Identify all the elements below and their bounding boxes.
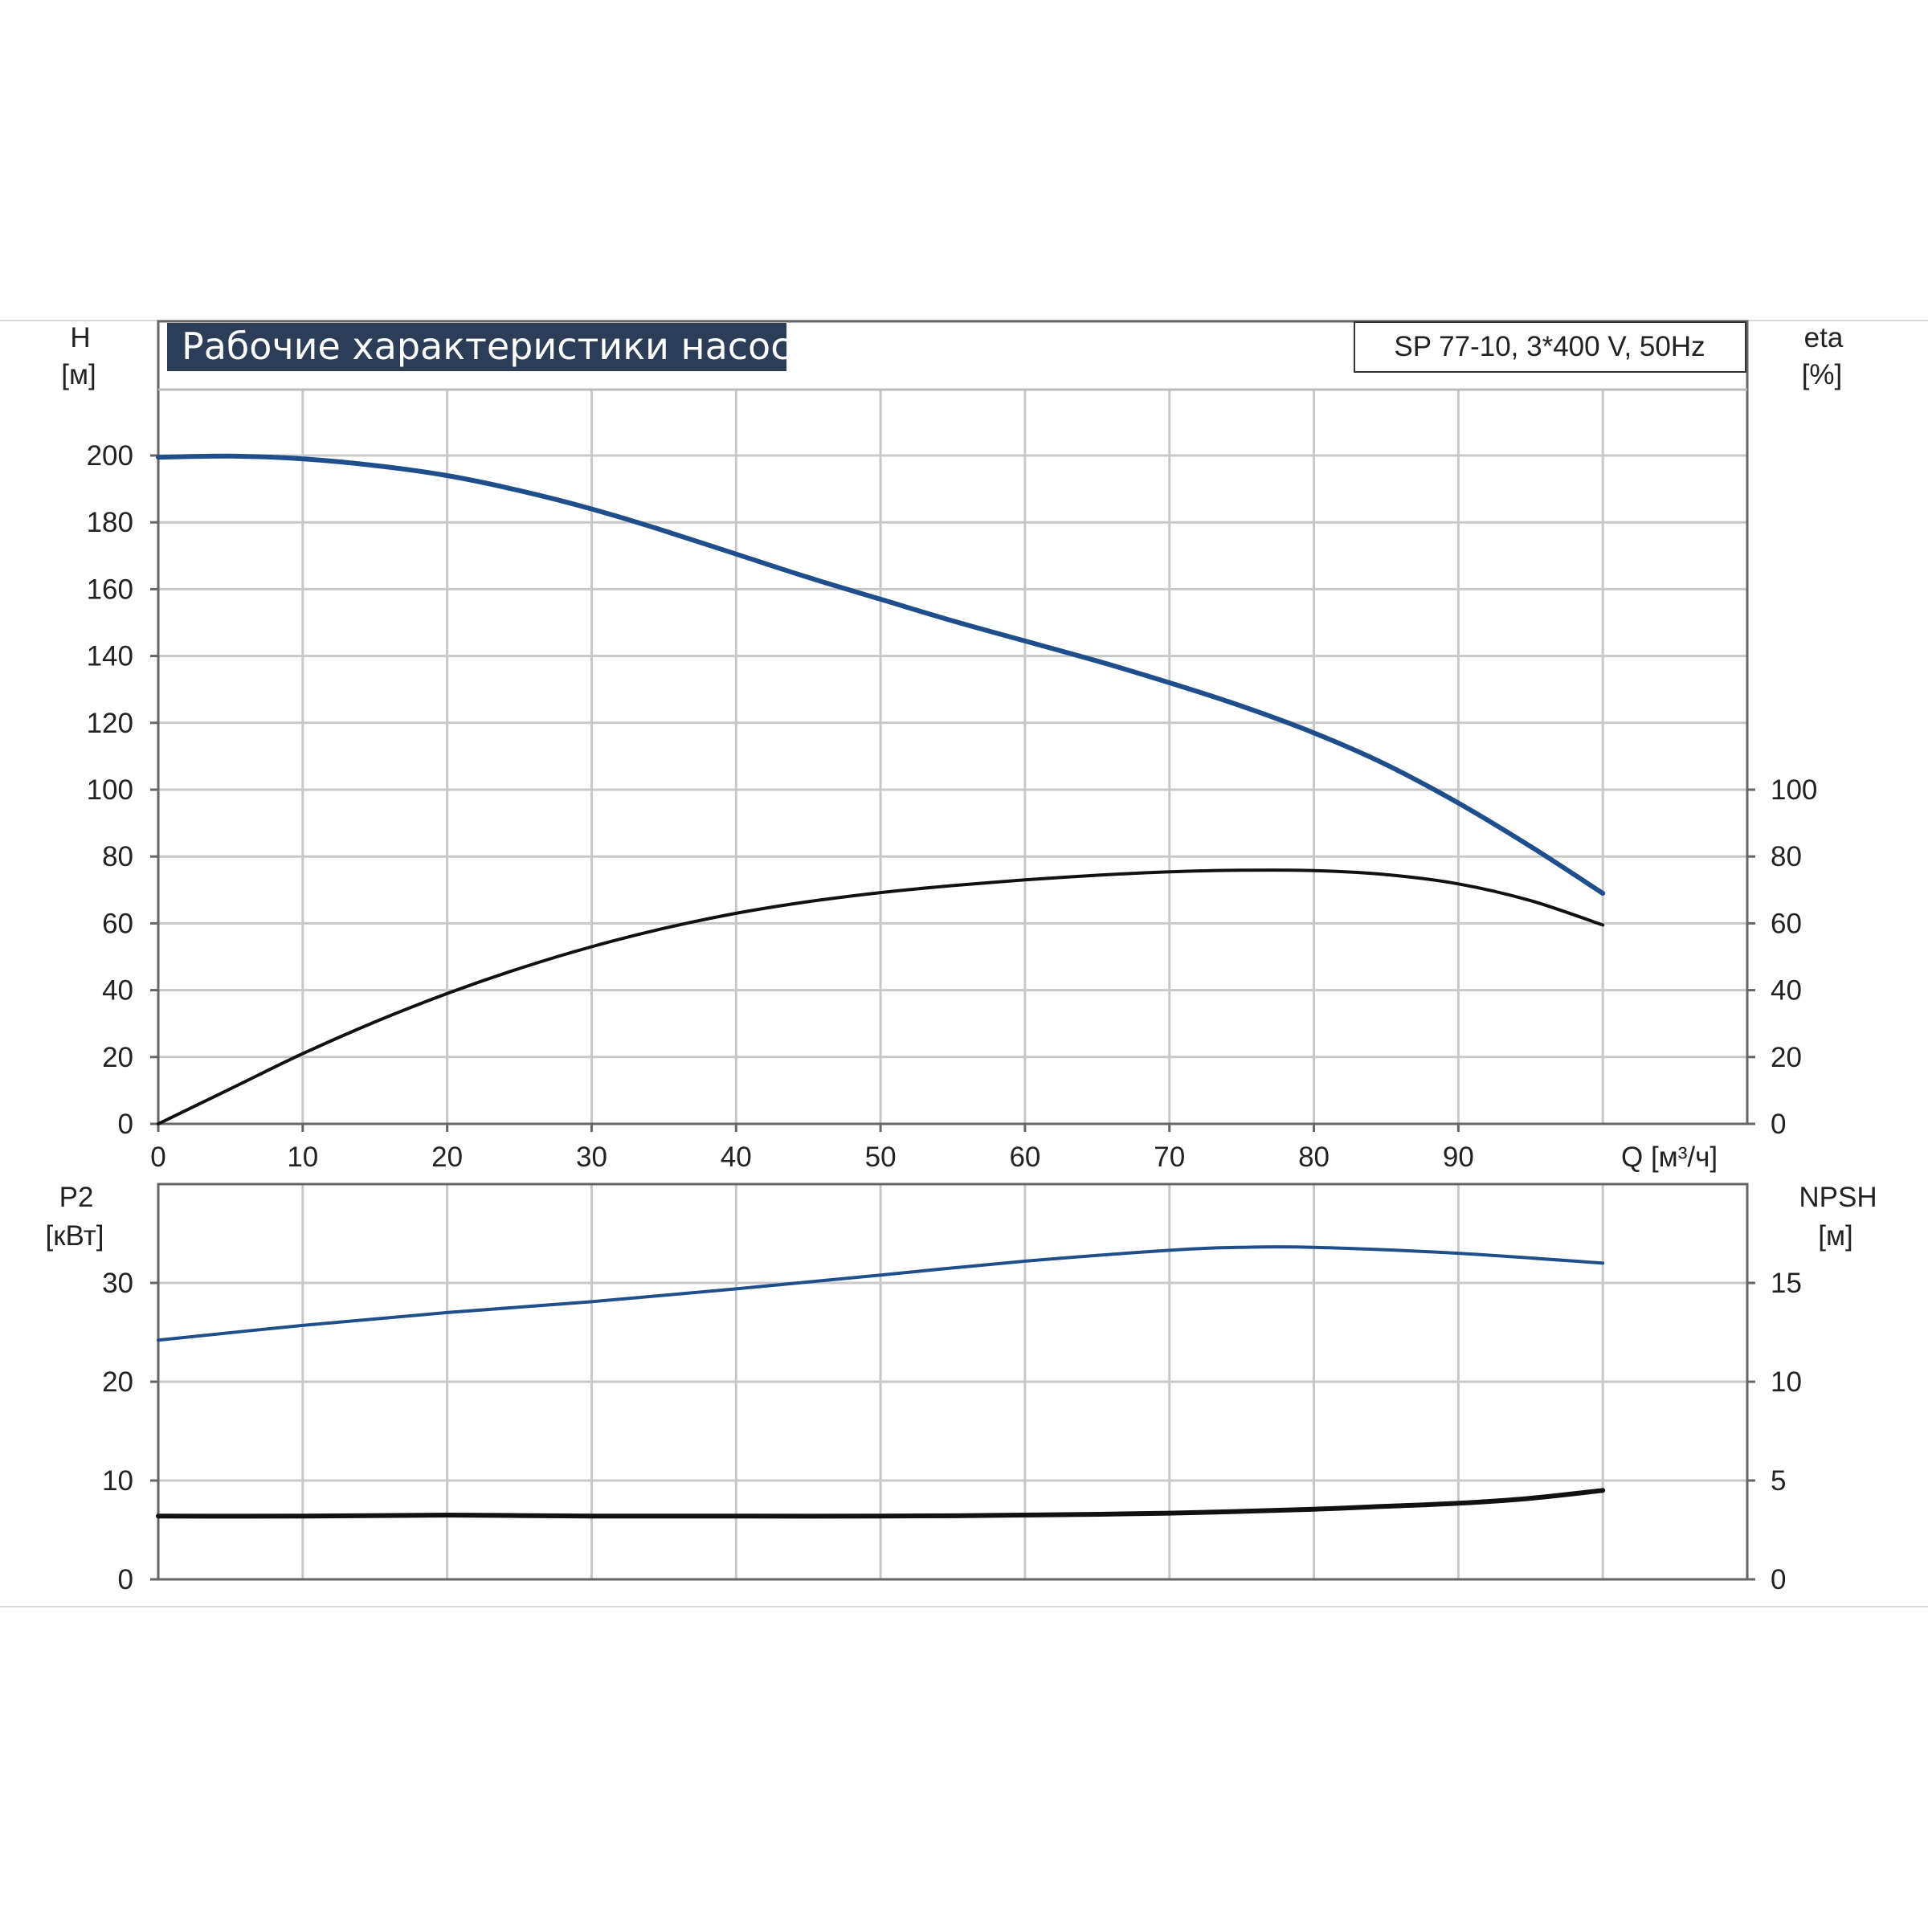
x-tick-label: 80	[1298, 1142, 1330, 1173]
y-right-unit-top: [%]	[1802, 359, 1843, 390]
y-left-tick-label: 120	[87, 708, 133, 739]
x-axis-title: Q [м³/ч]	[1621, 1142, 1718, 1173]
x-tick-label: 60	[1009, 1142, 1040, 1173]
bottom-y-right-tick-label: 0	[1771, 1564, 1786, 1595]
y-right-tick-label: 80	[1771, 841, 1802, 872]
top-panel-series	[156, 453, 1606, 1125]
bottom-y-left-tick-label: 0	[118, 1564, 133, 1595]
x-tick-label: 0	[150, 1142, 165, 1173]
top-panel-grid	[158, 390, 1747, 1124]
head-curve	[156, 453, 1606, 896]
y-left-tick-label: 20	[102, 1042, 133, 1073]
y-left-tick-label: 80	[102, 841, 133, 872]
y-right-tick-label: 0	[1771, 1109, 1786, 1140]
y-left-tick-label: 40	[102, 975, 133, 1007]
bottom-y-left-tick-label: 20	[102, 1366, 133, 1398]
x-tick-label: 10	[287, 1142, 318, 1173]
top-panel-ticks: 0 10 20 30 40 50 60 70 80 90 0 20 40 60 80 100 120 140 160…	[87, 440, 1818, 1173]
y-left-tick-label: 100	[87, 774, 133, 806]
y-right-tick-label: 20	[1771, 1042, 1802, 1073]
title-banner-background	[167, 323, 786, 371]
y-left-tick-label: 160	[87, 574, 133, 605]
chart-title: Рабочие характеристики насоса	[182, 325, 814, 368]
x-tick-label: 90	[1443, 1142, 1474, 1173]
y-left-unit-top: [м]	[61, 359, 96, 390]
model-label: SP 77-10, 3*400 V, 50Hz	[1394, 331, 1705, 362]
model-label-box: SP 77-10, 3*400 V, 50Hz	[1354, 321, 1746, 373]
bottom-y-left-tick-label: 10	[102, 1465, 133, 1497]
y-left-title-top: H	[70, 322, 90, 353]
y-right-tick-label: 60	[1771, 908, 1802, 939]
npsh-curve	[156, 1488, 1606, 1519]
y-right-tick-label: 40	[1771, 975, 1802, 1007]
y-left-tick-label: 60	[102, 908, 133, 939]
y-left-tick-label: 180	[87, 507, 133, 538]
model-label-frame	[1354, 321, 1746, 373]
x-tick-label: 50	[865, 1142, 897, 1173]
bottom-y-right-tick-label: 10	[1771, 1366, 1802, 1398]
x-tick-label: 40	[721, 1142, 752, 1173]
y-right-unit-bottom: [м]	[1818, 1220, 1853, 1252]
bottom-y-right-tick-label: 5	[1771, 1465, 1786, 1497]
bottom-panel-grid	[158, 1184, 1747, 1579]
y-right-title-top: eta	[1804, 322, 1844, 353]
y-right-title-bottom: NPSH	[1799, 1182, 1877, 1213]
bottom-panel-ticks: 0 10 20 30 0 5 10 15	[102, 1268, 1802, 1595]
y-right-tick-label: 100	[1771, 774, 1817, 806]
y-left-tick-label: 0	[118, 1109, 133, 1140]
y-left-tick-label: 140	[87, 641, 133, 672]
y-left-tick-label: 200	[87, 440, 133, 472]
x-tick-label: 70	[1154, 1142, 1185, 1173]
x-tick-label: 30	[576, 1142, 607, 1173]
y-left-title-bottom: P2	[59, 1182, 94, 1213]
power-p2-curve	[157, 1245, 1605, 1342]
x-tick-label: 20	[431, 1142, 463, 1173]
efficiency-curve	[157, 868, 1605, 1125]
bottom-y-left-tick-label: 30	[102, 1268, 133, 1299]
y-left-unit-bottom: [кВт]	[46, 1220, 104, 1252]
bottom-panel-series	[156, 1245, 1606, 1519]
title-banner: Рабочие характеристики насоса	[167, 323, 814, 371]
bottom-y-right-tick-label: 15	[1771, 1268, 1802, 1299]
